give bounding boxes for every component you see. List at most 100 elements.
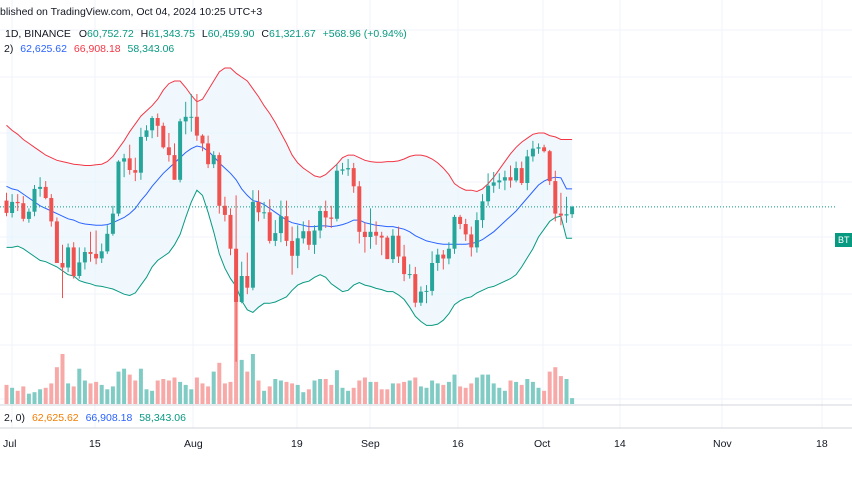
candle[interactable] <box>446 242 451 265</box>
candle[interactable] <box>374 221 379 245</box>
candle[interactable] <box>402 244 407 282</box>
candle[interactable] <box>469 226 474 257</box>
candle[interactable] <box>362 222 367 253</box>
candle[interactable] <box>508 165 513 188</box>
candle[interactable] <box>413 266 418 308</box>
candle[interactable] <box>351 162 356 193</box>
candle[interactable] <box>71 242 76 279</box>
candle[interactable] <box>553 170 558 222</box>
candle[interactable] <box>452 214 457 254</box>
candle[interactable] <box>306 220 311 250</box>
candle[interactable] <box>542 144 547 153</box>
candle[interactable] <box>54 217 59 264</box>
candle[interactable] <box>318 205 323 239</box>
candle[interactable] <box>228 208 233 256</box>
candle[interactable] <box>256 190 261 222</box>
candle[interactable] <box>155 113 160 137</box>
candle[interactable] <box>4 192 9 217</box>
candle[interactable] <box>525 149 530 191</box>
candle[interactable] <box>222 196 227 222</box>
candle[interactable] <box>368 208 373 249</box>
candle[interactable] <box>217 152 222 214</box>
candle[interactable] <box>189 94 194 132</box>
candle[interactable] <box>94 230 99 265</box>
candle[interactable] <box>379 231 384 256</box>
candle[interactable] <box>295 225 300 269</box>
candle[interactable] <box>15 194 20 211</box>
candle[interactable] <box>99 243 104 264</box>
candle[interactable] <box>66 243 71 273</box>
candle[interactable] <box>424 285 429 304</box>
candle[interactable] <box>514 161 519 183</box>
candle[interactable] <box>138 127 143 180</box>
candle[interactable] <box>116 160 121 217</box>
candle[interactable] <box>357 181 362 244</box>
candle[interactable] <box>519 161 524 185</box>
candle[interactable] <box>267 199 272 244</box>
candle[interactable] <box>194 94 199 141</box>
candle[interactable] <box>82 247 87 270</box>
candle[interactable] <box>418 286 423 306</box>
candle[interactable] <box>60 244 65 299</box>
candle[interactable] <box>435 248 440 271</box>
candle[interactable] <box>206 135 211 169</box>
candle[interactable] <box>396 226 401 263</box>
candle[interactable] <box>458 214 463 230</box>
volume-legend[interactable]: 2, 0) 62,625.62 66,908.18 58,343.06 <box>4 412 186 424</box>
candle[interactable] <box>502 170 507 191</box>
candle[interactable] <box>491 172 496 193</box>
candle[interactable] <box>486 173 491 206</box>
candle[interactable] <box>278 200 283 243</box>
candle[interactable] <box>273 220 278 247</box>
candle[interactable] <box>88 231 93 262</box>
candle[interactable] <box>570 205 575 218</box>
candle[interactable] <box>329 205 334 228</box>
candle[interactable] <box>26 208 31 223</box>
candle[interactable] <box>239 261 244 304</box>
candle[interactable] <box>32 185 37 217</box>
candle[interactable] <box>21 196 26 222</box>
candle[interactable] <box>105 225 110 254</box>
candle[interactable] <box>323 200 328 228</box>
candle[interactable] <box>284 200 289 247</box>
candle[interactable] <box>430 251 435 296</box>
candle[interactable] <box>200 134 205 152</box>
candle[interactable] <box>38 177 43 197</box>
candle[interactable] <box>122 153 127 178</box>
candle[interactable] <box>10 194 15 218</box>
ohlc-legend[interactable]: 1D, BINANCE O60,752.72 H61,343.75 L60,45… <box>5 28 407 40</box>
candle[interactable] <box>340 162 345 175</box>
candle[interactable] <box>250 190 255 291</box>
candle[interactable] <box>172 143 177 180</box>
candle[interactable] <box>480 194 485 228</box>
candle[interactable] <box>150 116 155 139</box>
candle[interactable] <box>144 125 149 141</box>
candle[interactable] <box>49 194 54 227</box>
candle[interactable] <box>536 143 541 154</box>
candle[interactable] <box>497 173 502 189</box>
candle[interactable] <box>530 140 535 162</box>
candle[interactable] <box>346 159 351 176</box>
bollinger-legend[interactable]: 2) 62,625.62 66,908.18 58,343.06 <box>4 43 174 55</box>
candle[interactable] <box>564 196 569 223</box>
candle[interactable] <box>474 212 479 253</box>
candle[interactable] <box>161 122 166 149</box>
candle[interactable] <box>77 247 82 279</box>
candle[interactable] <box>43 181 48 200</box>
candle[interactable] <box>558 192 563 226</box>
candle[interactable] <box>211 151 216 169</box>
candle[interactable] <box>290 226 295 275</box>
candle[interactable] <box>127 144 132 175</box>
candle[interactable] <box>385 235 390 260</box>
candle[interactable] <box>245 252 250 295</box>
candle[interactable] <box>166 133 171 162</box>
candle[interactable] <box>262 201 267 219</box>
candle[interactable] <box>301 221 306 244</box>
candle[interactable] <box>110 205 115 236</box>
candle[interactable] <box>390 229 395 263</box>
candle[interactable] <box>178 118 183 183</box>
candle[interactable] <box>312 225 317 254</box>
candle[interactable] <box>234 195 239 362</box>
candle[interactable] <box>547 149 552 185</box>
